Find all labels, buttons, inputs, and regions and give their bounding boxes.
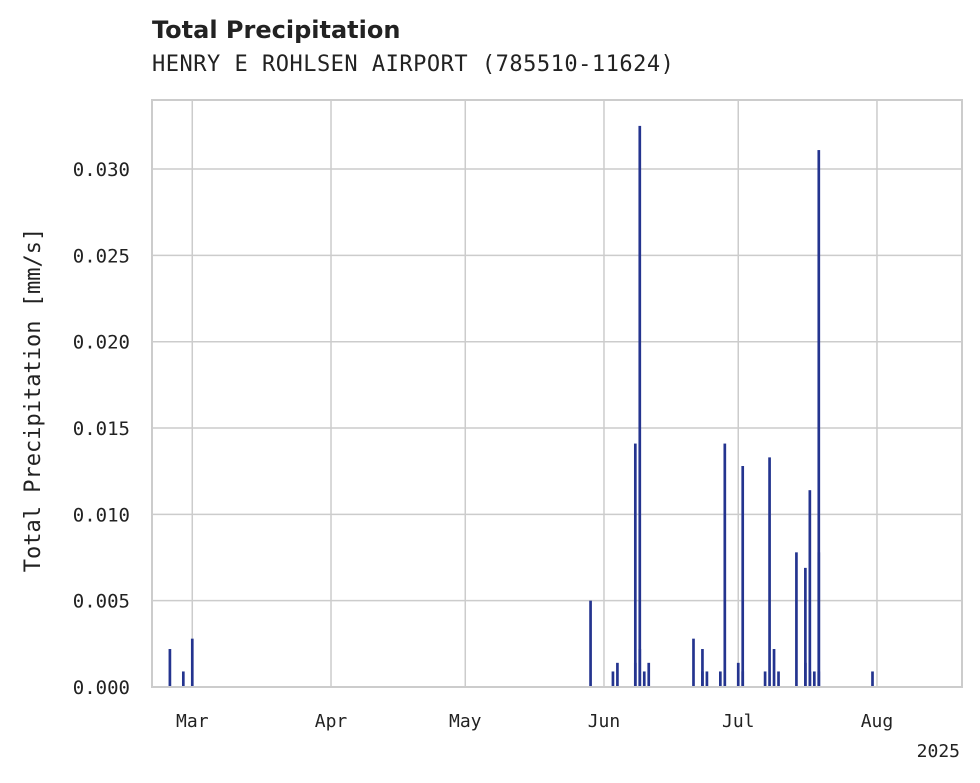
precipitation-bar xyxy=(795,552,798,687)
precipitation-bar xyxy=(777,671,780,687)
precipitation-bar xyxy=(804,662,807,687)
precipitation-bar xyxy=(719,671,722,687)
chart-title: Total Precipitation xyxy=(152,16,401,44)
plot-frame xyxy=(151,99,963,688)
x-tick-label: Aug xyxy=(861,711,894,732)
x-tick-label: Jul xyxy=(722,711,755,732)
y-tick-label: 0.030 xyxy=(73,159,130,181)
precipitation-bar xyxy=(589,600,592,687)
x-axis-ticks: Mar Apr May Jun Jul Aug xyxy=(176,711,893,732)
precipitation-bar xyxy=(763,671,767,687)
precipitation-bar xyxy=(692,638,695,687)
x-tick-label: May xyxy=(449,711,482,732)
precipitation-bar xyxy=(723,443,727,687)
y-tick-label: 0.020 xyxy=(73,332,130,354)
x-tick-label: Jun xyxy=(588,711,621,732)
precipitation-bar xyxy=(705,671,709,687)
precipitation-bar xyxy=(642,671,646,687)
precipitation-bar xyxy=(812,671,816,687)
y-tick-label: 0.015 xyxy=(73,418,130,440)
precipitation-bar xyxy=(616,662,619,687)
precipitation-bar xyxy=(804,567,807,687)
precipitation-bar xyxy=(817,671,821,687)
precipitation-bar xyxy=(190,638,194,687)
precipitation-bar xyxy=(633,443,637,687)
grid xyxy=(152,100,962,688)
precipitation-bar xyxy=(871,671,874,687)
precipitation-bar xyxy=(772,649,776,687)
chart-subtitle: HENRY E ROHLSEN AIRPORT (785510-11624) xyxy=(152,52,675,77)
precipitation-bar xyxy=(768,457,771,687)
x-tick-label: Apr xyxy=(315,711,348,732)
y-axis-label: Total Precipitation [mm/s] xyxy=(21,228,46,572)
precipitation-bar xyxy=(647,662,651,687)
precipitation-bar xyxy=(701,649,704,687)
y-tick-label: 0.005 xyxy=(73,591,130,613)
x-tick-label: Mar xyxy=(176,711,209,732)
precipitation-bar xyxy=(817,150,821,688)
precipitation-bar xyxy=(808,490,812,687)
precipitation-bar xyxy=(638,125,642,688)
precipitation-bar xyxy=(741,466,745,687)
precipitation-bar xyxy=(168,649,172,687)
precipitation-bar xyxy=(611,671,615,687)
y-tick-label: 0.025 xyxy=(73,245,130,267)
y-tick-label: 0.010 xyxy=(73,504,130,526)
y-axis-ticks: 0.000 0.005 0.010 0.015 0.020 0.025 0.030 xyxy=(73,159,130,699)
precipitation-bar xyxy=(181,671,185,687)
precipitation-bar xyxy=(736,662,740,687)
precipitation-bar xyxy=(741,671,745,687)
precipitation-bar xyxy=(638,649,642,687)
y-tick-label: 0.000 xyxy=(73,677,130,699)
precipitation-bar xyxy=(701,671,704,687)
precipitation-bar xyxy=(808,671,812,687)
bar-series xyxy=(168,125,874,688)
year-label: 2025 xyxy=(917,741,960,762)
